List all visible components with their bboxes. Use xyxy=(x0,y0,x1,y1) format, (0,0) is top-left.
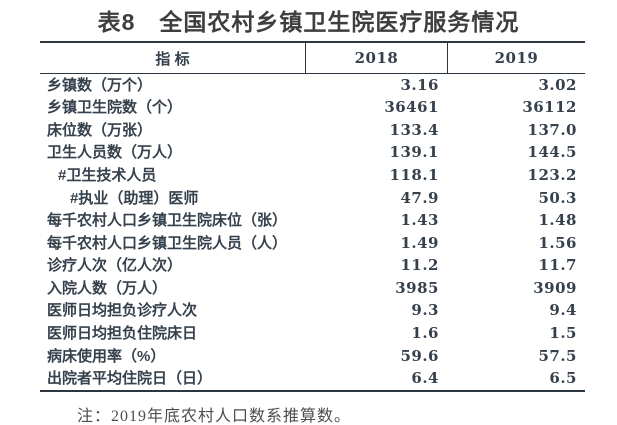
table-row: 病床使用率（%） 59.6 57.5 xyxy=(40,345,585,368)
table-row: #卫生技术人员 118.1 123.2 xyxy=(40,164,585,187)
value-2018: 133.4 xyxy=(389,120,439,139)
table-note: 注：2019年底农村人口数系推算数。 xyxy=(77,407,352,425)
indicator-cell: 乡镇数（万个） xyxy=(47,76,153,94)
value-2018: 3985 xyxy=(395,278,439,297)
value-2019: 3909 xyxy=(533,278,577,297)
table-body: 乡镇数（万个） 3.16 3.02 乡镇卫生院数（个） 36461 36112 床位数（万张… xyxy=(40,74,585,392)
indicator-cell: 乡镇卫生院数（个） xyxy=(47,99,183,117)
value-2018: 1.6 xyxy=(411,323,439,342)
value-2018: 1.49 xyxy=(400,233,439,252)
value-2019: 9.4 xyxy=(549,301,577,320)
value-2018: 1.43 xyxy=(400,211,439,230)
table-row: 床位数（万张） 133.4 137.0 xyxy=(40,119,585,142)
indicator-cell: 入院人数（万人） xyxy=(47,279,168,297)
value-2018: 3.16 xyxy=(400,75,439,94)
value-2018: 139.1 xyxy=(389,143,439,162)
table-row: 医师日均担负住院床日 1.6 1.5 xyxy=(40,322,585,345)
table-row: 卫生人员数（万人） 139.1 144.5 xyxy=(40,142,585,165)
table-row: 每千农村人口乡镇卫生院人员（人） 1.49 1.56 xyxy=(40,232,585,255)
value-2019: 3.02 xyxy=(538,75,577,94)
table-title: 表8 全国农村乡镇卫生院医疗服务情况 xyxy=(97,9,520,35)
value-2018: 118.1 xyxy=(389,166,439,185)
indicator-cell: 病床使用率（%） xyxy=(47,347,166,365)
indicator-cell: 诊疗人次（亿人次） xyxy=(47,257,183,275)
table-row: 乡镇数（万个） 3.16 3.02 xyxy=(40,74,585,97)
table-row: 诊疗人次（亿人次） 11.2 11.7 xyxy=(40,255,585,278)
stats-table: 指 标 2018 2019 乡镇数（万个） 3.16 3.02 乡镇卫生院数（个） 36… xyxy=(40,41,585,392)
value-2019: 57.5 xyxy=(538,346,577,365)
value-2018: 47.9 xyxy=(400,188,439,207)
table-row: #执业（助理）医师 47.9 50.3 xyxy=(40,187,585,210)
header-2019: 2019 xyxy=(447,43,585,73)
value-2019: 11.7 xyxy=(538,256,577,275)
indicator-cell: 每千农村人口乡镇卫生院人员（人） xyxy=(47,234,288,252)
table-row: 入院人数（万人） 3985 3909 xyxy=(40,277,585,300)
indicator-cell: 出院者平均住院日（日） xyxy=(47,370,213,388)
indicator-cell: 医师日均担负诊疗人次 xyxy=(47,302,198,320)
value-2019: 36112 xyxy=(522,98,577,117)
value-2019: 1.5 xyxy=(549,323,577,342)
indicator-cell: 床位数（万张） xyxy=(47,121,153,139)
table-row: 每千农村人口乡镇卫生院床位（张） 1.43 1.48 xyxy=(40,209,585,232)
value-2019: 1.48 xyxy=(538,211,577,230)
table-row: 乡镇卫生院数（个） 36461 36112 xyxy=(40,97,585,120)
value-2019: 50.3 xyxy=(538,188,577,207)
value-2018: 59.6 xyxy=(400,346,439,365)
value-2018: 11.2 xyxy=(400,256,439,275)
value-2019: 1.56 xyxy=(538,233,577,252)
value-2019: 144.5 xyxy=(527,143,577,162)
value-2019: 6.5 xyxy=(549,369,577,388)
indicator-cell: 每千农村人口乡镇卫生院床位（张） xyxy=(47,212,288,230)
value-2018: 36461 xyxy=(384,98,439,117)
header-2018: 2018 xyxy=(305,43,447,73)
table-header-row: 指 标 2018 2019 xyxy=(40,41,585,74)
header-indicator: 指 标 xyxy=(155,50,190,68)
table-row: 出院者平均住院日（日） 6.4 6.5 xyxy=(40,367,585,390)
value-2018: 9.3 xyxy=(411,301,439,320)
table-row: 医师日均担负诊疗人次 9.3 9.4 xyxy=(40,300,585,323)
indicator-cell: #卫生技术人员 xyxy=(58,167,157,185)
indicator-cell: 医师日均担负住院床日 xyxy=(47,324,198,342)
value-2019: 137.0 xyxy=(527,120,577,139)
value-2019: 123.2 xyxy=(527,166,577,185)
indicator-cell: #执业（助理）医师 xyxy=(70,189,199,207)
indicator-cell: 卫生人员数（万人） xyxy=(47,144,183,162)
value-2018: 6.4 xyxy=(411,369,439,388)
